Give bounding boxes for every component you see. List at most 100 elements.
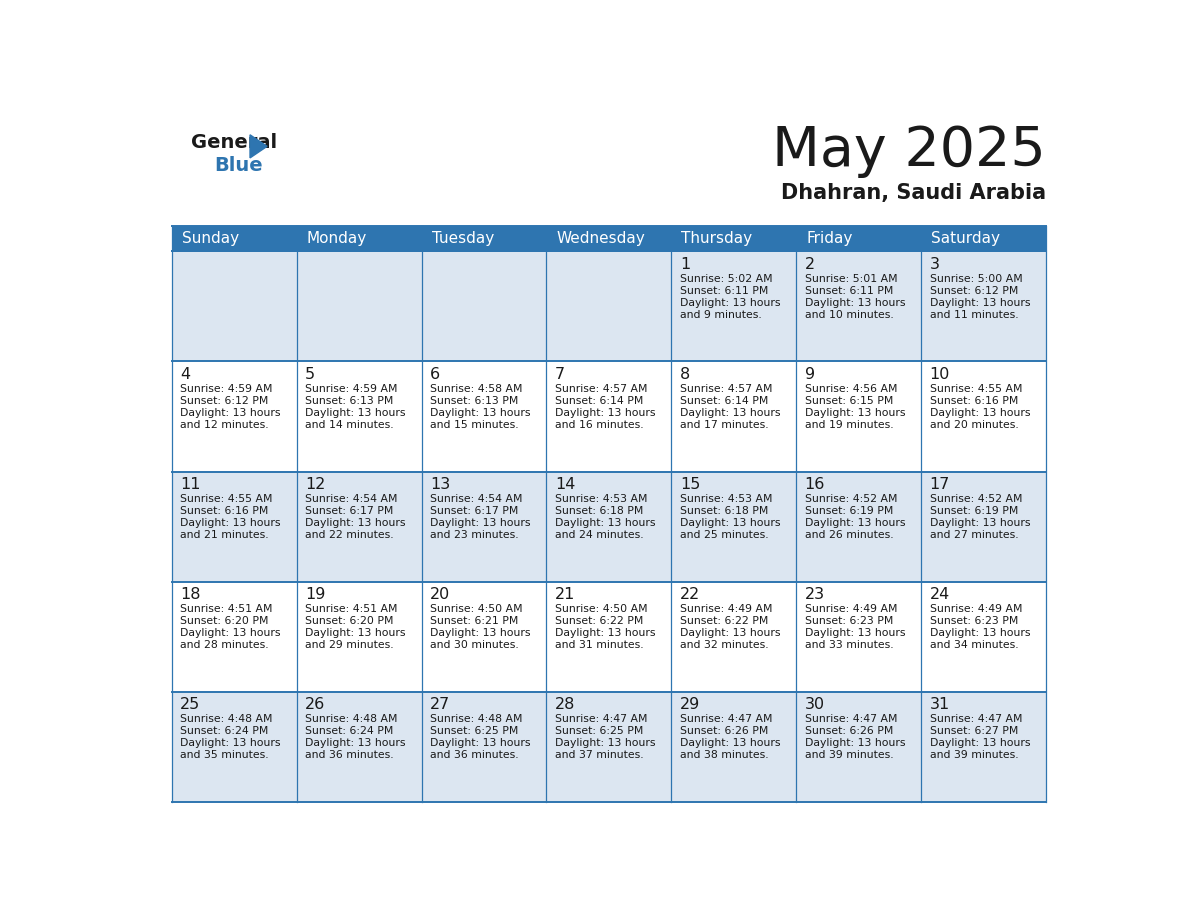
Text: 30: 30 xyxy=(804,697,824,712)
Text: Sunset: 6:19 PM: Sunset: 6:19 PM xyxy=(929,506,1018,516)
Text: Sunrise: 4:47 AM: Sunrise: 4:47 AM xyxy=(555,714,647,724)
Bar xyxy=(546,582,671,691)
Text: Sunset: 6:25 PM: Sunset: 6:25 PM xyxy=(555,726,644,736)
Bar xyxy=(796,472,921,582)
Text: General: General xyxy=(191,133,277,152)
Text: Sunset: 6:12 PM: Sunset: 6:12 PM xyxy=(929,285,1018,296)
Bar xyxy=(422,582,546,691)
Text: 12: 12 xyxy=(305,477,326,492)
Bar xyxy=(297,472,422,582)
Text: Sunset: 6:13 PM: Sunset: 6:13 PM xyxy=(430,396,518,406)
Bar xyxy=(297,252,422,362)
Bar xyxy=(921,582,1045,691)
Text: Sunset: 6:12 PM: Sunset: 6:12 PM xyxy=(181,396,268,406)
Text: Sunrise: 4:47 AM: Sunrise: 4:47 AM xyxy=(680,714,772,724)
Text: Friday: Friday xyxy=(807,231,853,246)
Text: Daylight: 13 hours: Daylight: 13 hours xyxy=(804,518,905,528)
Text: Sunset: 6:16 PM: Sunset: 6:16 PM xyxy=(929,396,1018,406)
Text: 18: 18 xyxy=(181,587,201,602)
Bar xyxy=(671,362,796,472)
Text: Daylight: 13 hours: Daylight: 13 hours xyxy=(680,628,781,638)
Text: 7: 7 xyxy=(555,367,565,382)
Bar xyxy=(671,582,796,691)
Text: Daylight: 13 hours: Daylight: 13 hours xyxy=(555,409,656,419)
Bar xyxy=(172,252,297,362)
Text: Daylight: 13 hours: Daylight: 13 hours xyxy=(430,518,531,528)
Text: and 16 minutes.: and 16 minutes. xyxy=(555,420,644,431)
Text: Sunrise: 4:47 AM: Sunrise: 4:47 AM xyxy=(929,714,1022,724)
Text: 31: 31 xyxy=(929,697,950,712)
Text: 27: 27 xyxy=(430,697,450,712)
Text: and 11 minutes.: and 11 minutes. xyxy=(929,310,1018,320)
Bar xyxy=(546,252,671,362)
Text: Sunset: 6:11 PM: Sunset: 6:11 PM xyxy=(804,285,893,296)
Text: Sunrise: 4:48 AM: Sunrise: 4:48 AM xyxy=(430,714,523,724)
Text: Sunrise: 4:52 AM: Sunrise: 4:52 AM xyxy=(804,494,897,504)
Polygon shape xyxy=(249,135,267,158)
Text: 20: 20 xyxy=(430,587,450,602)
Text: Daylight: 13 hours: Daylight: 13 hours xyxy=(929,298,1030,308)
Text: Daylight: 13 hours: Daylight: 13 hours xyxy=(804,409,905,419)
Text: Daylight: 13 hours: Daylight: 13 hours xyxy=(305,738,405,748)
Text: Sunset: 6:23 PM: Sunset: 6:23 PM xyxy=(804,616,893,626)
Text: Sunrise: 4:49 AM: Sunrise: 4:49 AM xyxy=(804,604,897,614)
Text: and 26 minutes.: and 26 minutes. xyxy=(804,531,893,541)
Bar xyxy=(921,691,1045,801)
Text: Sunset: 6:20 PM: Sunset: 6:20 PM xyxy=(181,616,268,626)
Text: Sunrise: 4:57 AM: Sunrise: 4:57 AM xyxy=(680,384,772,394)
Text: Daylight: 13 hours: Daylight: 13 hours xyxy=(430,628,531,638)
Text: Daylight: 13 hours: Daylight: 13 hours xyxy=(181,738,280,748)
Text: Daylight: 13 hours: Daylight: 13 hours xyxy=(680,738,781,748)
Text: and 35 minutes.: and 35 minutes. xyxy=(181,750,268,760)
Text: 5: 5 xyxy=(305,367,315,382)
Text: Sunset: 6:20 PM: Sunset: 6:20 PM xyxy=(305,616,393,626)
Text: and 28 minutes.: and 28 minutes. xyxy=(181,641,268,650)
Text: Sunrise: 4:56 AM: Sunrise: 4:56 AM xyxy=(804,384,897,394)
Text: May 2025: May 2025 xyxy=(772,124,1045,178)
Text: Daylight: 13 hours: Daylight: 13 hours xyxy=(680,518,781,528)
Text: Daylight: 13 hours: Daylight: 13 hours xyxy=(680,298,781,308)
Text: 11: 11 xyxy=(181,477,201,492)
Text: Sunrise: 4:54 AM: Sunrise: 4:54 AM xyxy=(430,494,523,504)
Bar xyxy=(422,691,546,801)
Text: and 22 minutes.: and 22 minutes. xyxy=(305,531,393,541)
Text: Daylight: 13 hours: Daylight: 13 hours xyxy=(804,298,905,308)
Text: and 32 minutes.: and 32 minutes. xyxy=(680,641,769,650)
Text: and 14 minutes.: and 14 minutes. xyxy=(305,420,393,431)
Text: Daylight: 13 hours: Daylight: 13 hours xyxy=(929,409,1030,419)
Text: and 23 minutes.: and 23 minutes. xyxy=(430,531,519,541)
Text: 8: 8 xyxy=(680,367,690,382)
Text: 6: 6 xyxy=(430,367,441,382)
Text: 29: 29 xyxy=(680,697,700,712)
Text: and 20 minutes.: and 20 minutes. xyxy=(929,420,1018,431)
Text: 26: 26 xyxy=(305,697,326,712)
Text: and 21 minutes.: and 21 minutes. xyxy=(181,531,268,541)
Text: Daylight: 13 hours: Daylight: 13 hours xyxy=(181,409,280,419)
Text: Sunset: 6:14 PM: Sunset: 6:14 PM xyxy=(555,396,644,406)
Text: Sunset: 6:14 PM: Sunset: 6:14 PM xyxy=(680,396,769,406)
Text: Sunrise: 4:55 AM: Sunrise: 4:55 AM xyxy=(181,494,273,504)
Text: Sunrise: 4:53 AM: Sunrise: 4:53 AM xyxy=(680,494,772,504)
Text: Sunset: 6:26 PM: Sunset: 6:26 PM xyxy=(804,726,893,736)
Text: Sunset: 6:27 PM: Sunset: 6:27 PM xyxy=(929,726,1018,736)
Text: Sunrise: 4:48 AM: Sunrise: 4:48 AM xyxy=(305,714,398,724)
Text: 13: 13 xyxy=(430,477,450,492)
Text: 4: 4 xyxy=(181,367,190,382)
Text: Sunset: 6:18 PM: Sunset: 6:18 PM xyxy=(680,506,769,516)
Text: Sunset: 6:24 PM: Sunset: 6:24 PM xyxy=(305,726,393,736)
Text: and 38 minutes.: and 38 minutes. xyxy=(680,750,769,760)
Text: 15: 15 xyxy=(680,477,700,492)
Bar xyxy=(921,252,1045,362)
Text: Wednesday: Wednesday xyxy=(556,231,645,246)
Bar xyxy=(671,472,796,582)
Text: 9: 9 xyxy=(804,367,815,382)
Bar xyxy=(297,582,422,691)
Text: and 31 minutes.: and 31 minutes. xyxy=(555,641,644,650)
Bar xyxy=(422,362,546,472)
Bar xyxy=(921,472,1045,582)
Text: Blue: Blue xyxy=(214,156,263,175)
Text: Sunday: Sunday xyxy=(182,231,239,246)
Text: Sunset: 6:19 PM: Sunset: 6:19 PM xyxy=(804,506,893,516)
Text: Monday: Monday xyxy=(307,231,367,246)
Bar xyxy=(796,252,921,362)
